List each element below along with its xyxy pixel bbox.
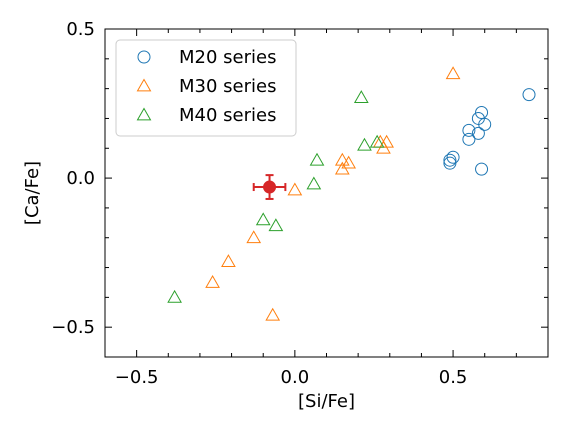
x-tick-label: 0.0 (281, 367, 310, 388)
axis-ticks: −0.5 0.0 0.5 −0.5 0.0 0.5 (51, 19, 549, 388)
x-axis-label: [Si/Fe] (298, 391, 355, 412)
data-point (462, 123, 476, 137)
data-point (357, 137, 372, 151)
data-point (265, 307, 281, 321)
x-tick-label: 0.5 (439, 367, 468, 388)
data-point (205, 274, 220, 288)
series-3 (167, 90, 385, 303)
data-point (334, 161, 350, 175)
legend: M20 series M30 series M40 series (115, 39, 297, 137)
series-2 (205, 66, 461, 321)
legend-marker (136, 78, 152, 92)
data-point (369, 134, 385, 148)
data-point (379, 134, 394, 148)
data-point (446, 150, 460, 164)
data-point (334, 152, 350, 166)
legend-marker (136, 107, 152, 121)
plot-frame (104, 28, 549, 358)
data-point (268, 218, 284, 232)
data-point (287, 182, 303, 196)
data-point (445, 66, 461, 80)
data-point (475, 162, 489, 176)
data-point (255, 212, 271, 226)
series-1 (443, 88, 536, 176)
data-point (341, 155, 357, 169)
y-tick-label: 0.0 (66, 168, 95, 189)
data-points (167, 66, 536, 321)
data-point (309, 152, 325, 166)
data-point (475, 105, 489, 119)
legend-label: M30 series (179, 76, 276, 97)
legend-marker (137, 50, 151, 64)
y-tick-label: −0.5 (51, 317, 95, 338)
legend-entry: M40 series (136, 105, 276, 126)
highlight-point (263, 180, 277, 194)
highlight-point-group (252, 174, 287, 200)
legend-box (115, 39, 297, 137)
data-point (522, 88, 536, 102)
data-point (167, 289, 182, 303)
data-point (306, 176, 322, 190)
legend-label: M40 series (179, 105, 276, 126)
data-point (478, 117, 492, 131)
legend-entry: M30 series (136, 76, 276, 97)
data-point (471, 126, 485, 140)
x-tick-label: −0.5 (115, 367, 159, 388)
data-point (353, 90, 369, 103)
data-point (221, 254, 236, 267)
legend-entry: M20 series (137, 47, 276, 68)
y-axis-label: [Ca/Fe] (22, 161, 43, 225)
data-point (246, 230, 262, 244)
data-point (443, 153, 457, 167)
data-point (462, 132, 476, 146)
data-point (443, 156, 457, 170)
legend-label: M20 series (179, 47, 276, 68)
y-tick-label: 0.5 (66, 19, 95, 40)
